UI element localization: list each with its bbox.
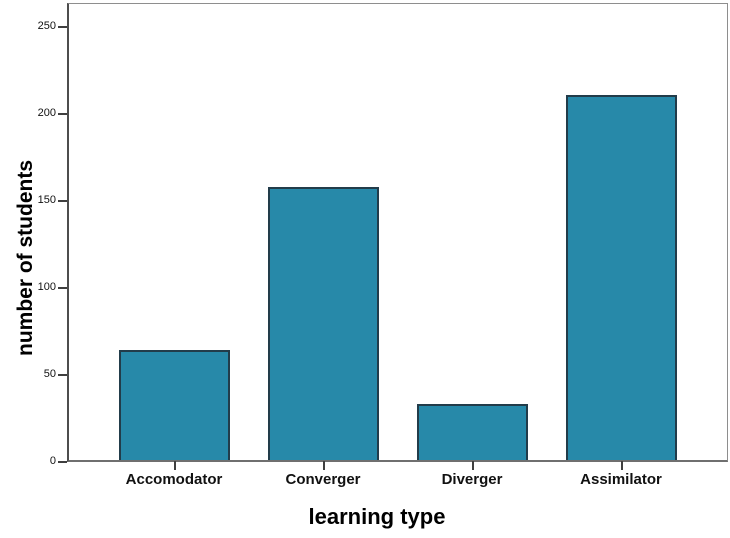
bar-converger (268, 187, 379, 460)
bar-accomodator (119, 350, 230, 460)
bar-assimilator (566, 94, 677, 460)
bar-cell-converger (268, 187, 379, 470)
y-tick-label: 0 (49, 455, 56, 467)
y-tick-mark (58, 26, 67, 29)
x-tick-mark (173, 461, 176, 470)
bars-container (69, 4, 727, 470)
y-tick-mark (58, 461, 67, 463)
y-tick-label: 250 (37, 20, 56, 33)
y-tick-label: 50 (43, 368, 56, 381)
plot-area (67, 3, 728, 470)
bar-cell-assimilator (566, 94, 677, 470)
x-axis-labels: Accomodator Converger Diverger Assimilator (67, 471, 728, 488)
x-axis-title: learning type (308, 504, 446, 529)
y-tick-mark (58, 374, 67, 377)
y-tick-mark (58, 113, 67, 116)
y-tick-label: 200 (37, 107, 56, 120)
x-tick-mark (620, 461, 623, 470)
y-tick-mark (58, 287, 67, 290)
x-tick-mark (471, 461, 474, 470)
bar-diverger (417, 404, 528, 460)
category-label: Diverger (441, 471, 503, 488)
bar-cell-accomodator (119, 350, 230, 470)
category-label: Assimilator (580, 471, 662, 488)
x-tick-mark (322, 461, 325, 470)
y-axis-title: number of students (14, 159, 37, 357)
category-label: Accomodator (125, 471, 223, 488)
y-tick-mark (58, 200, 67, 203)
bar-cell-diverger (417, 404, 528, 470)
category-label: Converger (285, 471, 361, 488)
